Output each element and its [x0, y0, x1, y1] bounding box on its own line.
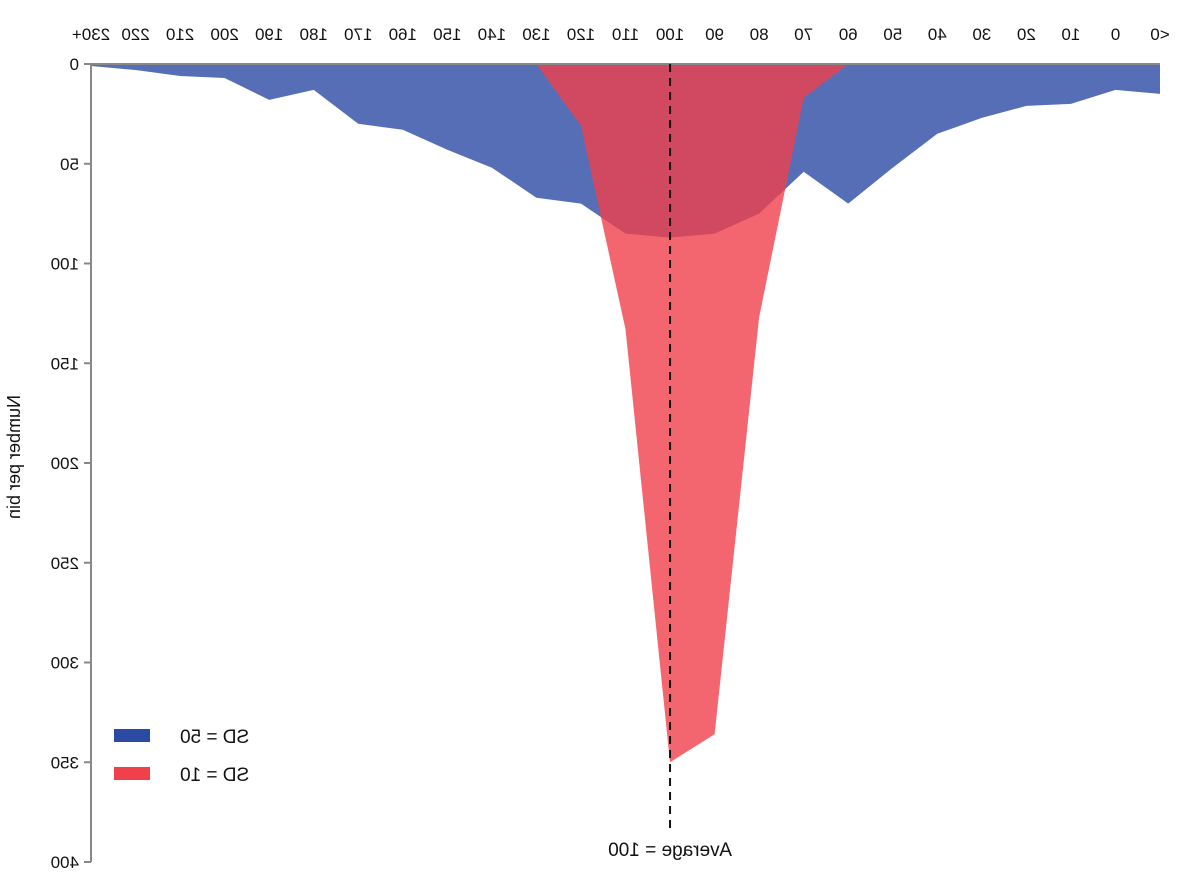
x-tick-label: 80: [750, 25, 769, 44]
legend-swatch: [114, 767, 150, 780]
x-tick-label: 190: [255, 25, 283, 44]
legend: SD = 50 SD = 10: [114, 727, 249, 786]
y-tick-label: 400: [51, 853, 79, 872]
x-tick-label: 170: [344, 25, 372, 44]
average-label: Average = 100: [608, 840, 732, 861]
x-tick-label: 140: [478, 25, 506, 44]
legend-label: SD = 50: [180, 727, 249, 748]
y-tick-labels: 0 50 100 150 200 250 300 350 400: [51, 55, 91, 872]
x-tick-label: 0: [1111, 25, 1120, 44]
x-tick-label: 90: [705, 25, 724, 44]
y-axis-title: Number per bin: [4, 395, 24, 519]
y-tick-label: 300: [51, 654, 79, 673]
legend-swatch: [114, 729, 150, 742]
x-tick-label: 150: [433, 25, 461, 44]
x-tick-label: 30: [972, 25, 991, 44]
x-tick-label: 220: [121, 25, 149, 44]
x-tick-label: 60: [839, 25, 858, 44]
x-tick-labels: <0 0 10 20 30 40 50 60 70 80 90 100 110 120 130 140 150 1…: [72, 25, 1170, 44]
y-tick-label: 250: [51, 554, 79, 573]
x-tick-label: 180: [300, 25, 328, 44]
x-tick-label: 120: [567, 25, 595, 44]
x-tick-label: 210: [166, 25, 194, 44]
area-layer: [91, 64, 1160, 763]
chart-mirror-group: <0 0 10 20 30 40 50 60 70 80 90 100 110 120 130 140 150 1…: [4, 25, 1170, 872]
legend-label: SD = 10: [180, 765, 249, 786]
x-tick-label: 40: [928, 25, 947, 44]
area-series-2: [91, 64, 1160, 763]
y-tick-label: 350: [51, 753, 79, 772]
y-tick-label: 50: [60, 155, 79, 174]
x-tick-label: 130: [522, 25, 550, 44]
y-tick-label: 100: [51, 255, 79, 274]
x-tick-label: 160: [389, 25, 417, 44]
x-tick-label: 20: [1017, 25, 1036, 44]
y-tick-label: 200: [51, 454, 79, 473]
y-tick-label: 0: [70, 55, 79, 74]
x-tick-label: 10: [1061, 25, 1080, 44]
x-tick-label: <0: [1150, 25, 1169, 44]
x-tick-label: 110: [612, 25, 639, 44]
x-tick-label: 230+: [72, 25, 110, 44]
x-tick-label: 200: [210, 25, 238, 44]
x-tick-label: 50: [883, 25, 902, 44]
x-tick-label: 100: [656, 25, 684, 44]
x-tick-label: 70: [794, 25, 813, 44]
y-tick-label: 150: [51, 354, 79, 373]
